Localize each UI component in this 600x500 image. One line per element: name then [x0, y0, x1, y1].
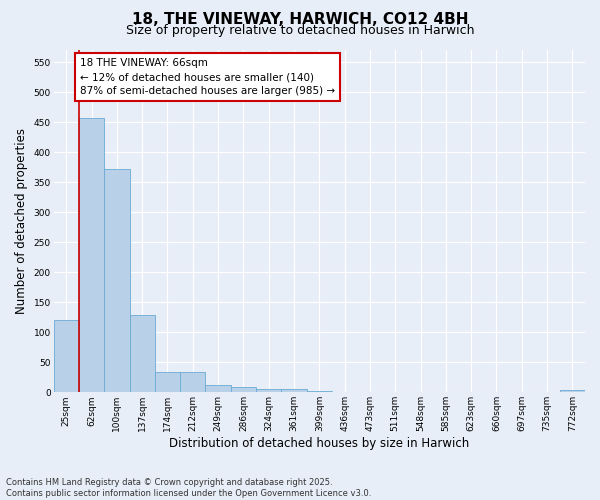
Bar: [256, 388, 281, 392]
Bar: [180, 372, 205, 392]
Y-axis label: Number of detached properties: Number of detached properties: [15, 128, 28, 314]
Bar: [560, 390, 585, 392]
Text: 18 THE VINEWAY: 66sqm
← 12% of detached houses are smaller (140)
87% of semi-det: 18 THE VINEWAY: 66sqm ← 12% of detached …: [80, 58, 335, 96]
Bar: [155, 372, 180, 392]
Bar: [130, 316, 155, 392]
Bar: [281, 390, 307, 392]
X-axis label: Distribution of detached houses by size in Harwich: Distribution of detached houses by size …: [169, 437, 469, 450]
Bar: [205, 385, 231, 392]
Bar: [79, 118, 104, 392]
Bar: [307, 391, 332, 392]
Text: 18, THE VINEWAY, HARWICH, CO12 4BH: 18, THE VINEWAY, HARWICH, CO12 4BH: [132, 12, 468, 28]
Bar: [231, 387, 256, 392]
Text: Contains HM Land Registry data © Crown copyright and database right 2025.
Contai: Contains HM Land Registry data © Crown c…: [6, 478, 371, 498]
Text: Size of property relative to detached houses in Harwich: Size of property relative to detached ho…: [126, 24, 474, 37]
Bar: [104, 169, 130, 392]
Bar: [53, 320, 79, 392]
